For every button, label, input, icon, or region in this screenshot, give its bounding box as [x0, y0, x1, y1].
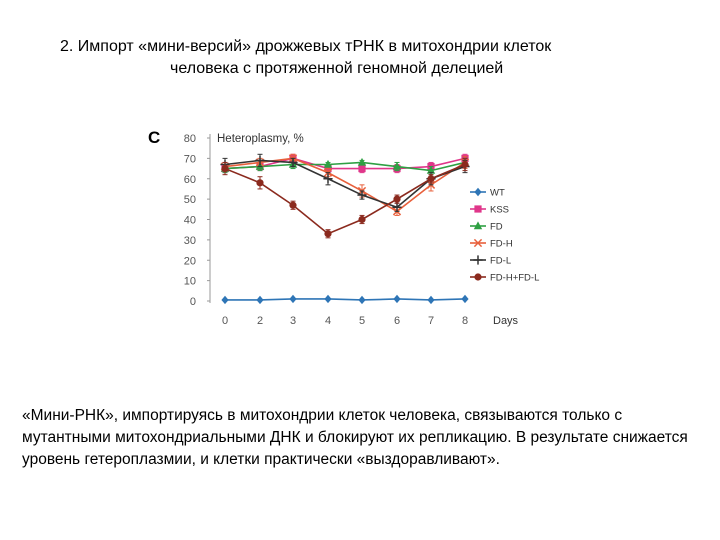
- legend-label: KSS: [490, 205, 509, 216]
- x-tick-label: 2: [257, 315, 263, 327]
- data-point: [255, 155, 265, 166]
- y-tick-label: 60: [184, 174, 196, 186]
- legend-marker: [473, 255, 483, 265]
- slide-title: 2. Импорт «мини-версий» дрожжевых тРНК в…: [40, 36, 690, 80]
- data-point: [392, 202, 402, 212]
- series-line-fd-h: [224, 157, 466, 213]
- legend-item: FD: [470, 221, 503, 233]
- legend-marker: [473, 238, 483, 248]
- legend-item: FD-H: [470, 239, 513, 250]
- data-point: [393, 294, 401, 304]
- legend-marker: [474, 205, 482, 213]
- slide-title-line-2: человека с протяженной геномной делецией: [170, 60, 504, 77]
- series-line-kss: [224, 157, 466, 170]
- series-wt: [221, 294, 469, 305]
- data-point: [426, 166, 436, 174]
- data-point: [323, 159, 333, 168]
- legend-marker: [473, 221, 483, 230]
- data-point: [358, 215, 366, 224]
- data-point: [427, 295, 435, 305]
- x-tick-label: 8: [462, 315, 468, 327]
- data-point: [324, 294, 332, 304]
- data-point: [256, 295, 264, 305]
- data-point: [357, 190, 367, 200]
- y-tick-label: 70: [184, 153, 196, 165]
- y-tick-label: 50: [184, 194, 196, 206]
- legend-marker: [474, 273, 482, 281]
- data-point: [427, 175, 435, 183]
- legend-label: FD: [490, 222, 503, 233]
- legend-item: FD-L: [470, 255, 511, 267]
- data-point: [256, 179, 264, 187]
- data-point: [323, 174, 333, 184]
- data-point: [288, 157, 298, 168]
- y-tick-label: 20: [184, 255, 196, 267]
- x-tick-label: 5: [359, 315, 365, 327]
- legend-item: FD-H+FD-L: [470, 273, 539, 284]
- legend-marker: [474, 187, 482, 197]
- y-axis-title: Heteroplasmy, %: [217, 133, 304, 145]
- legend-item: WT: [470, 188, 505, 199]
- legend-label: FD-H: [490, 239, 513, 250]
- legend-item: KSS: [470, 205, 509, 216]
- data-point: [461, 160, 469, 169]
- data-point: [358, 295, 366, 305]
- legend-label: FD-L: [490, 256, 511, 267]
- legend-label: FD-H+FD-L: [490, 273, 539, 284]
- data-point: [221, 164, 229, 173]
- y-tick-label: 0: [190, 296, 196, 308]
- chart-legend: WT KSS FD FD-H FD-L FD-H+FD-L: [470, 188, 539, 284]
- data-point: [461, 294, 469, 304]
- data-point: [357, 157, 367, 166]
- y-tick-label: 30: [184, 235, 196, 247]
- x-tick-label: 0: [222, 315, 228, 327]
- y-tick-label: 80: [184, 133, 196, 145]
- x-axis-title: Days: [493, 315, 519, 327]
- data-point: [221, 295, 229, 305]
- series-line-fd-l: [224, 159, 466, 209]
- panel-label: C: [148, 128, 161, 147]
- series-line-wt: [225, 298, 466, 301]
- y-tick-label: 10: [184, 276, 196, 288]
- data-point: [392, 161, 402, 170]
- x-tick-label: 7: [428, 315, 434, 327]
- series-fd-h-fd-l: [221, 157, 469, 239]
- slide-title-line-1: 2. Импорт «мини-версий» дрожжевых тРНК в…: [60, 38, 552, 55]
- slide-caption: «Мини-РНК», импортируясь в митохондрии к…: [22, 407, 688, 468]
- series-line-fd-h-fd-l: [224, 163, 466, 235]
- data-point: [324, 230, 332, 238]
- data-point: [289, 201, 297, 209]
- x-tick-label: 6: [394, 315, 400, 327]
- data-point: [393, 195, 401, 203]
- data-point: [289, 294, 297, 304]
- legend-label: WT: [490, 188, 505, 199]
- x-tick-label: 3: [290, 315, 296, 327]
- series-line-fd: [224, 161, 466, 172]
- x-tick-label: 4: [325, 315, 331, 327]
- y-tick-label: 40: [184, 215, 196, 227]
- data-point: [358, 164, 366, 173]
